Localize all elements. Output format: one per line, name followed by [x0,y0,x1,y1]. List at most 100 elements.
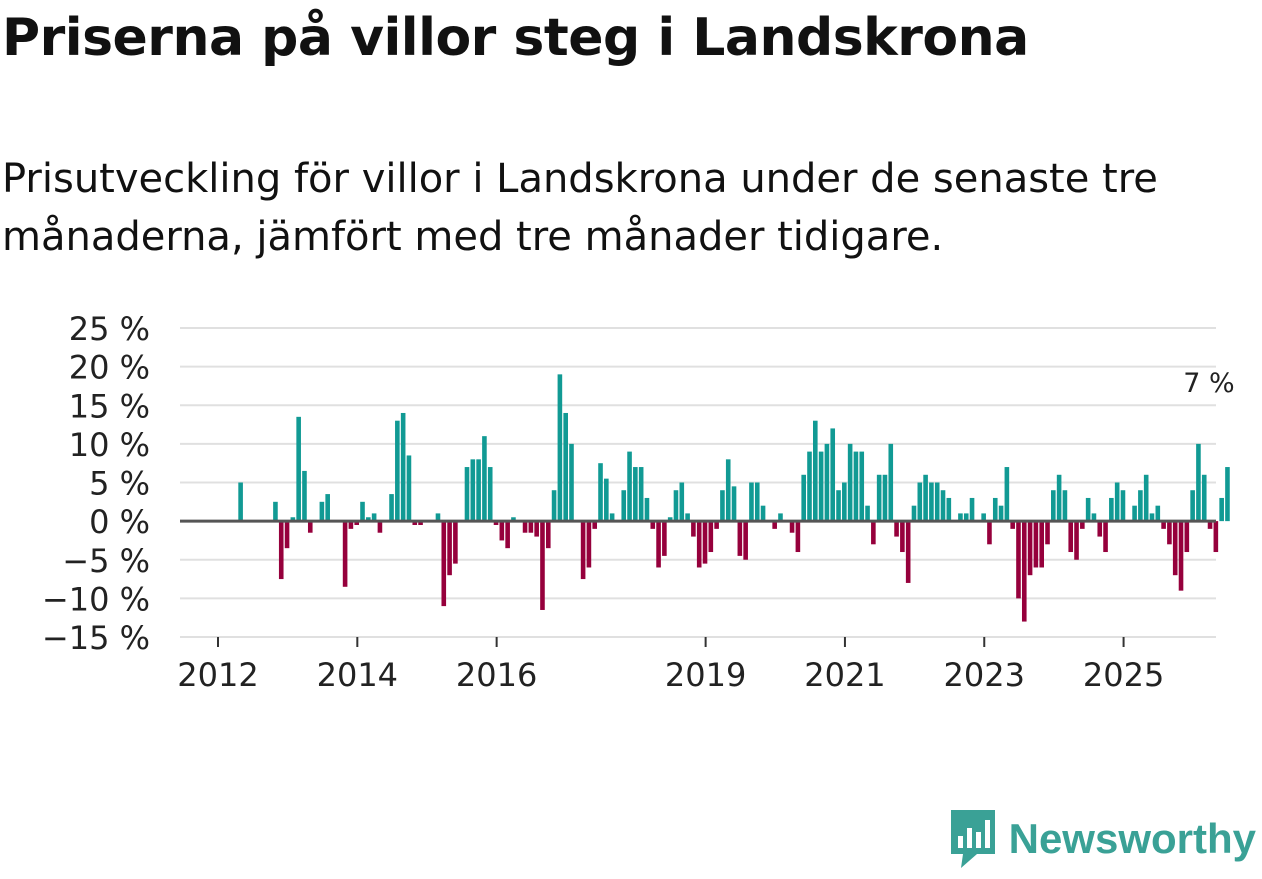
y-tick-label: −10 % [42,580,150,618]
bar [737,521,743,556]
newsworthy-logo: Newsworthy [947,809,1256,869]
x-tick-label: 2012 [177,656,258,694]
bar [1010,521,1015,529]
bar [638,467,644,522]
bar [435,513,441,522]
bar [969,497,975,522]
bar [557,374,563,522]
bar [1132,505,1137,522]
y-axis: −15 %−10 %−5 %0 %5 %10 %15 %20 %25 % [42,310,150,657]
bar [940,490,946,522]
bar [476,459,481,522]
bar [395,420,400,522]
bar [482,436,487,522]
bar [633,467,638,522]
y-tick-label: −5 % [62,542,150,580]
bar [1091,513,1097,522]
bar [696,521,702,568]
x-tick-label: 2019 [665,656,746,694]
bar [1155,505,1161,522]
bar [493,521,499,525]
y-tick-label: −15 % [42,619,150,657]
bar [859,451,865,522]
bar [598,463,603,522]
bar [853,451,859,522]
bar [1219,497,1224,522]
bar [876,474,882,522]
bar [749,482,754,522]
bar [389,494,394,522]
bar [923,474,928,522]
bar [511,517,516,522]
x-tick-label: 2023 [944,656,1025,694]
bar [1143,474,1149,522]
bar [505,521,510,549]
brand-name: Newsworthy [1008,815,1256,862]
bar [366,517,371,522]
bar [900,521,905,553]
bar [238,482,243,522]
bar [662,521,667,556]
bar [1085,497,1091,522]
bar [667,517,673,522]
bar [679,482,685,522]
chart-title: Priserna på villor steg i Landskrona [2,8,1029,68]
x-tick-label: 2016 [456,656,537,694]
bar [708,521,714,553]
bar [656,521,661,568]
y-tick-label: 25 % [69,310,150,348]
bar [685,513,690,522]
bar [1213,521,1219,553]
bar [1178,521,1184,591]
bar [691,521,696,537]
bar [569,443,574,522]
x-axis: 2012 2014 2016 2019 2021 2023 2025 [177,636,1216,694]
bar [992,497,998,522]
bar [406,455,412,522]
bar [290,517,296,522]
bar [1097,521,1103,537]
bar [284,521,290,549]
bar [499,521,505,541]
bar [842,482,847,522]
bar [731,486,737,522]
annotation-label: 7 % [1183,368,1234,399]
bar [412,521,418,525]
bar [1045,521,1050,545]
bar [1004,467,1010,522]
bar [981,513,986,522]
bar [1201,474,1207,522]
bar [958,513,963,522]
bar [534,521,539,537]
bar [1062,490,1068,522]
bars [238,374,1230,622]
bar [934,482,940,522]
bar [621,490,627,522]
bar [307,521,313,533]
bar [586,521,592,568]
bar [987,521,992,545]
bar [1172,521,1178,576]
bar [627,451,632,522]
bar [1138,490,1143,522]
bar [540,521,545,610]
bar [888,443,894,522]
bar [772,521,777,529]
bar [1039,521,1044,568]
bar [487,467,493,522]
bar [464,467,470,522]
bar [905,521,911,583]
bar [447,521,452,576]
bar [702,521,708,564]
bar [882,474,888,522]
bar [528,521,534,533]
bar [1184,521,1190,553]
bar [1161,521,1166,529]
bar [278,521,284,580]
bar [754,482,760,522]
newsworthy-chart-bubble-icon [950,810,995,868]
bar [1225,467,1230,522]
bar [1167,521,1172,545]
bar [441,521,447,607]
y-tick-label: 15 % [69,387,150,425]
